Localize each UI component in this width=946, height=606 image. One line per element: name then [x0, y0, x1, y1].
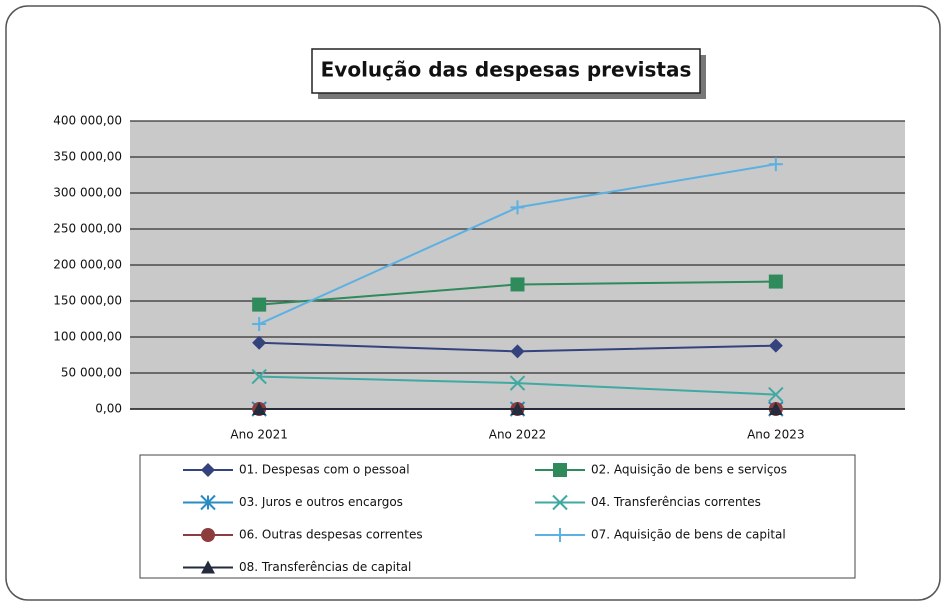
- chart-title: Evolução das despesas previstas: [321, 58, 692, 82]
- marker-shape: [768, 338, 783, 353]
- x-tick-label: Ano 2022: [489, 428, 547, 442]
- marker-shape: [252, 297, 267, 312]
- marker-shape: [553, 463, 567, 477]
- y-tick-label: 200 000,00: [53, 258, 122, 272]
- marker: [553, 528, 567, 542]
- marker-shape: [510, 344, 525, 359]
- marker: [201, 463, 215, 477]
- marker-shape: [201, 560, 215, 574]
- marker-shape: [510, 277, 525, 292]
- marker: [768, 338, 783, 353]
- marker: [552, 494, 568, 511]
- y-tick-label: 300 000,00: [53, 186, 122, 200]
- y-tick-label: 0,00: [95, 402, 122, 416]
- marker: [509, 375, 526, 391]
- legend-label: 08. Transferências de capital: [239, 560, 411, 574]
- legend-label: 01. Despesas com o pessoal: [239, 463, 410, 477]
- marker: [510, 200, 525, 215]
- marker: [768, 386, 784, 403]
- marker: [201, 560, 215, 574]
- x-tick-label: Ano 2023: [747, 428, 805, 442]
- legend-label: 07. Aquisição de bens de capital: [591, 528, 786, 542]
- marker: [252, 335, 267, 350]
- legend: [139, 454, 856, 579]
- marker: [768, 274, 783, 289]
- marker-shape: [252, 335, 267, 350]
- marker: [768, 157, 783, 172]
- marker-shape: [509, 375, 526, 391]
- marker: [553, 463, 567, 477]
- marker-shape: [510, 402, 525, 415]
- marker-shape: [768, 402, 783, 415]
- marker-shape: [201, 463, 215, 477]
- y-tick-label: 400 000,00: [53, 114, 122, 128]
- marker: [200, 494, 216, 511]
- title-box: [311, 48, 701, 94]
- marker: [201, 528, 215, 542]
- marker: [510, 402, 525, 415]
- y-tick-label: 250 000,00: [53, 222, 122, 236]
- marker-shape: [251, 368, 267, 385]
- marker: [510, 344, 525, 359]
- legend-label: 06. Outras despesas correntes: [239, 528, 423, 542]
- y-tick-label: 350 000,00: [53, 150, 122, 164]
- y-tick-label: 100 000,00: [53, 330, 122, 344]
- y-tick-label: 150 000,00: [53, 294, 122, 308]
- marker-shape: [768, 274, 783, 289]
- marker: [251, 368, 267, 385]
- marker: [252, 402, 267, 415]
- legend-label: 02. Aquisição de bens e serviços: [591, 463, 787, 477]
- marker-shape: [252, 402, 267, 415]
- legend-label: 04. Transferências correntes: [591, 495, 761, 509]
- y-tick-label: 50 000,00: [61, 366, 122, 380]
- marker: [768, 402, 783, 415]
- marker: [252, 317, 267, 332]
- marker-shape: [201, 528, 215, 542]
- marker: [510, 277, 525, 292]
- marker: [252, 297, 267, 312]
- marker-shape: [552, 494, 568, 511]
- legend-label: 03. Juros e outros encargos: [239, 495, 403, 509]
- marker-shape: [768, 386, 784, 403]
- x-tick-label: Ano 2021: [230, 428, 288, 442]
